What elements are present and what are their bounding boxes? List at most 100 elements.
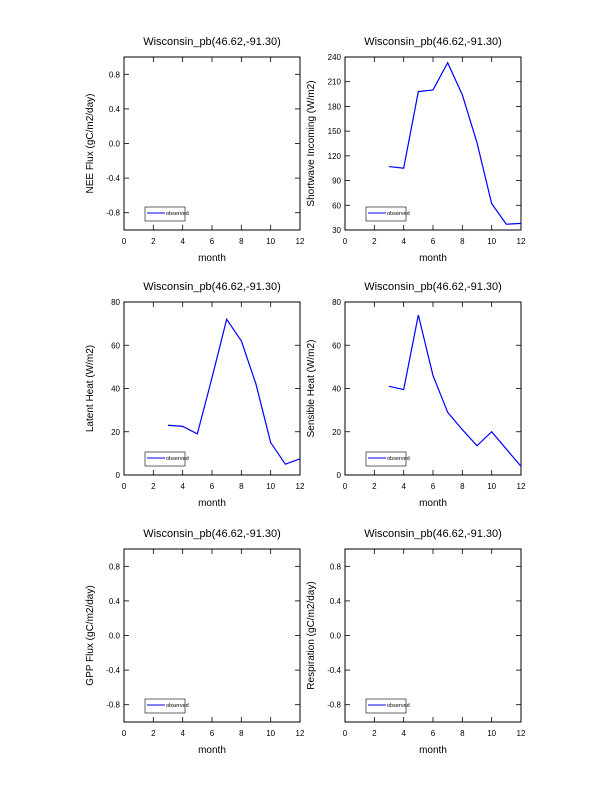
x-tick-label: 0 (122, 237, 127, 246)
y-tick-label: 0.4 (109, 105, 121, 114)
x-tick-label: 10 (266, 482, 275, 491)
x-tick-label: 12 (517, 729, 526, 738)
x-tick-label: 12 (296, 729, 305, 738)
x-tick-label: 6 (210, 237, 215, 246)
x-tick-label: 10 (487, 237, 496, 246)
x-axis-label: month (419, 745, 447, 756)
x-tick-label: 12 (517, 237, 526, 246)
panel-title: Wisconsin_pb(46.62,-91.30) (364, 36, 502, 48)
y-tick-label: 40 (111, 385, 120, 394)
legend-box (144, 206, 186, 222)
x-tick-label: 4 (401, 729, 406, 738)
y-axis-label: NEE Flux (gC/m2/day) (85, 93, 96, 193)
y-tick-label: 80 (332, 298, 341, 307)
y-tick-label: 40 (332, 385, 341, 394)
x-tick-label: 4 (401, 237, 406, 246)
x-tick-label: 12 (296, 237, 305, 246)
x-tick-label: 8 (460, 729, 465, 738)
x-tick-label: 2 (372, 237, 377, 246)
x-tick-label: 10 (266, 237, 275, 246)
x-tick-label: 2 (151, 482, 156, 491)
x-tick-label: 2 (151, 729, 156, 738)
panel: Wisconsin_pb(46.62,-91.30)month Respirati… (306, 528, 526, 756)
x-tick-label: 8 (239, 237, 244, 246)
y-tick-label: 60 (332, 341, 341, 350)
y-tick-label: 0.8 (330, 562, 342, 571)
legend-box (365, 206, 407, 222)
y-tick-label: 0.8 (109, 562, 121, 571)
panel: Wisconsin_pb(46.62,-91.30)month Shortwave… (306, 36, 526, 264)
y-tick-label: 180 (328, 102, 342, 111)
y-tick-label: 0.4 (109, 597, 121, 606)
y-tick-label: 0.8 (109, 70, 121, 79)
plot-frame (344, 301, 522, 476)
x-tick-label: 8 (460, 237, 465, 246)
y-tick-label: 80 (111, 298, 120, 307)
x-tick-label: 4 (180, 729, 185, 738)
panel: Wisconsin_pb(46.62,-91.30)month NEE Flux … (85, 36, 305, 264)
y-axis-label: Shortwave Incoming (W/m2) (306, 80, 317, 206)
x-tick-label: 12 (517, 482, 526, 491)
y-axis-label: Respiration (gC/m2/day) (306, 581, 317, 689)
x-axis-label: month (198, 498, 226, 509)
y-tick-label: -0.4 (106, 174, 120, 183)
legend-box (144, 451, 186, 467)
y-tick-label: 30 (332, 226, 341, 235)
y-tick-label: -0.4 (327, 666, 341, 675)
x-axis-label: month (198, 745, 226, 756)
x-tick-label: 10 (487, 729, 496, 738)
panel-title: Wisconsin_pb(46.62,-91.30) (364, 281, 502, 293)
series-line (167, 317, 301, 465)
x-tick-label: 10 (266, 729, 275, 738)
x-tick-label: 0 (122, 482, 127, 491)
panel: Wisconsin_pb(46.62,-91.30)month Latent He… (85, 281, 305, 509)
x-tick-label: 6 (210, 729, 215, 738)
panel: Wisconsin_pb(46.62,-91.30)month Sensible … (306, 281, 526, 509)
y-tick-label: 0.0 (109, 632, 121, 641)
legend-box (365, 698, 407, 714)
x-tick-label: 0 (343, 729, 348, 738)
x-tick-label: 10 (487, 482, 496, 491)
x-tick-label: 2 (372, 729, 377, 738)
x-tick-label: 4 (180, 482, 185, 491)
x-tick-label: 6 (210, 482, 215, 491)
y-tick-label: 60 (111, 341, 120, 350)
legend-label: observed (166, 456, 189, 462)
legend-label: observed (387, 703, 410, 709)
legend-box (365, 451, 407, 467)
x-tick-label: 0 (343, 482, 348, 491)
series-line (388, 314, 522, 467)
y-tick-label: 240 (328, 53, 342, 62)
y-tick-label: 150 (328, 127, 342, 136)
x-tick-label: 0 (343, 237, 348, 246)
y-axis-label: GPP Flux (gC/m2/day) (85, 585, 96, 685)
y-tick-label: -0.8 (106, 701, 120, 710)
series-line (388, 61, 522, 225)
y-tick-label: 60 (332, 201, 341, 210)
x-tick-label: 2 (151, 237, 156, 246)
x-tick-label: 12 (296, 482, 305, 491)
y-tick-label: 0.0 (330, 632, 342, 641)
plot-frame (344, 548, 522, 723)
y-tick-label: 120 (328, 152, 342, 161)
y-tick-label: -0.8 (327, 701, 341, 710)
x-axis-label: month (419, 498, 447, 509)
x-tick-label: 6 (431, 237, 436, 246)
y-tick-label: 90 (332, 177, 341, 186)
x-tick-label: 6 (431, 729, 436, 738)
y-tick-label: 0 (116, 471, 121, 480)
x-tick-label: 0 (122, 729, 127, 738)
legend-label: observed (387, 456, 410, 462)
plot-frame (123, 56, 301, 231)
y-tick-label: -0.4 (106, 666, 120, 675)
y-axis-label: Latent Heat (W/m2) (85, 345, 96, 432)
legend-label: observed (166, 703, 189, 709)
legend-label: observed (387, 211, 410, 217)
y-tick-label: 0.4 (330, 597, 342, 606)
plot-frame (123, 548, 301, 723)
x-tick-label: 4 (401, 482, 406, 491)
y-tick-label: 210 (328, 78, 342, 87)
x-tick-label: 8 (460, 482, 465, 491)
panel-title: Wisconsin_pb(46.62,-91.30) (143, 528, 281, 540)
